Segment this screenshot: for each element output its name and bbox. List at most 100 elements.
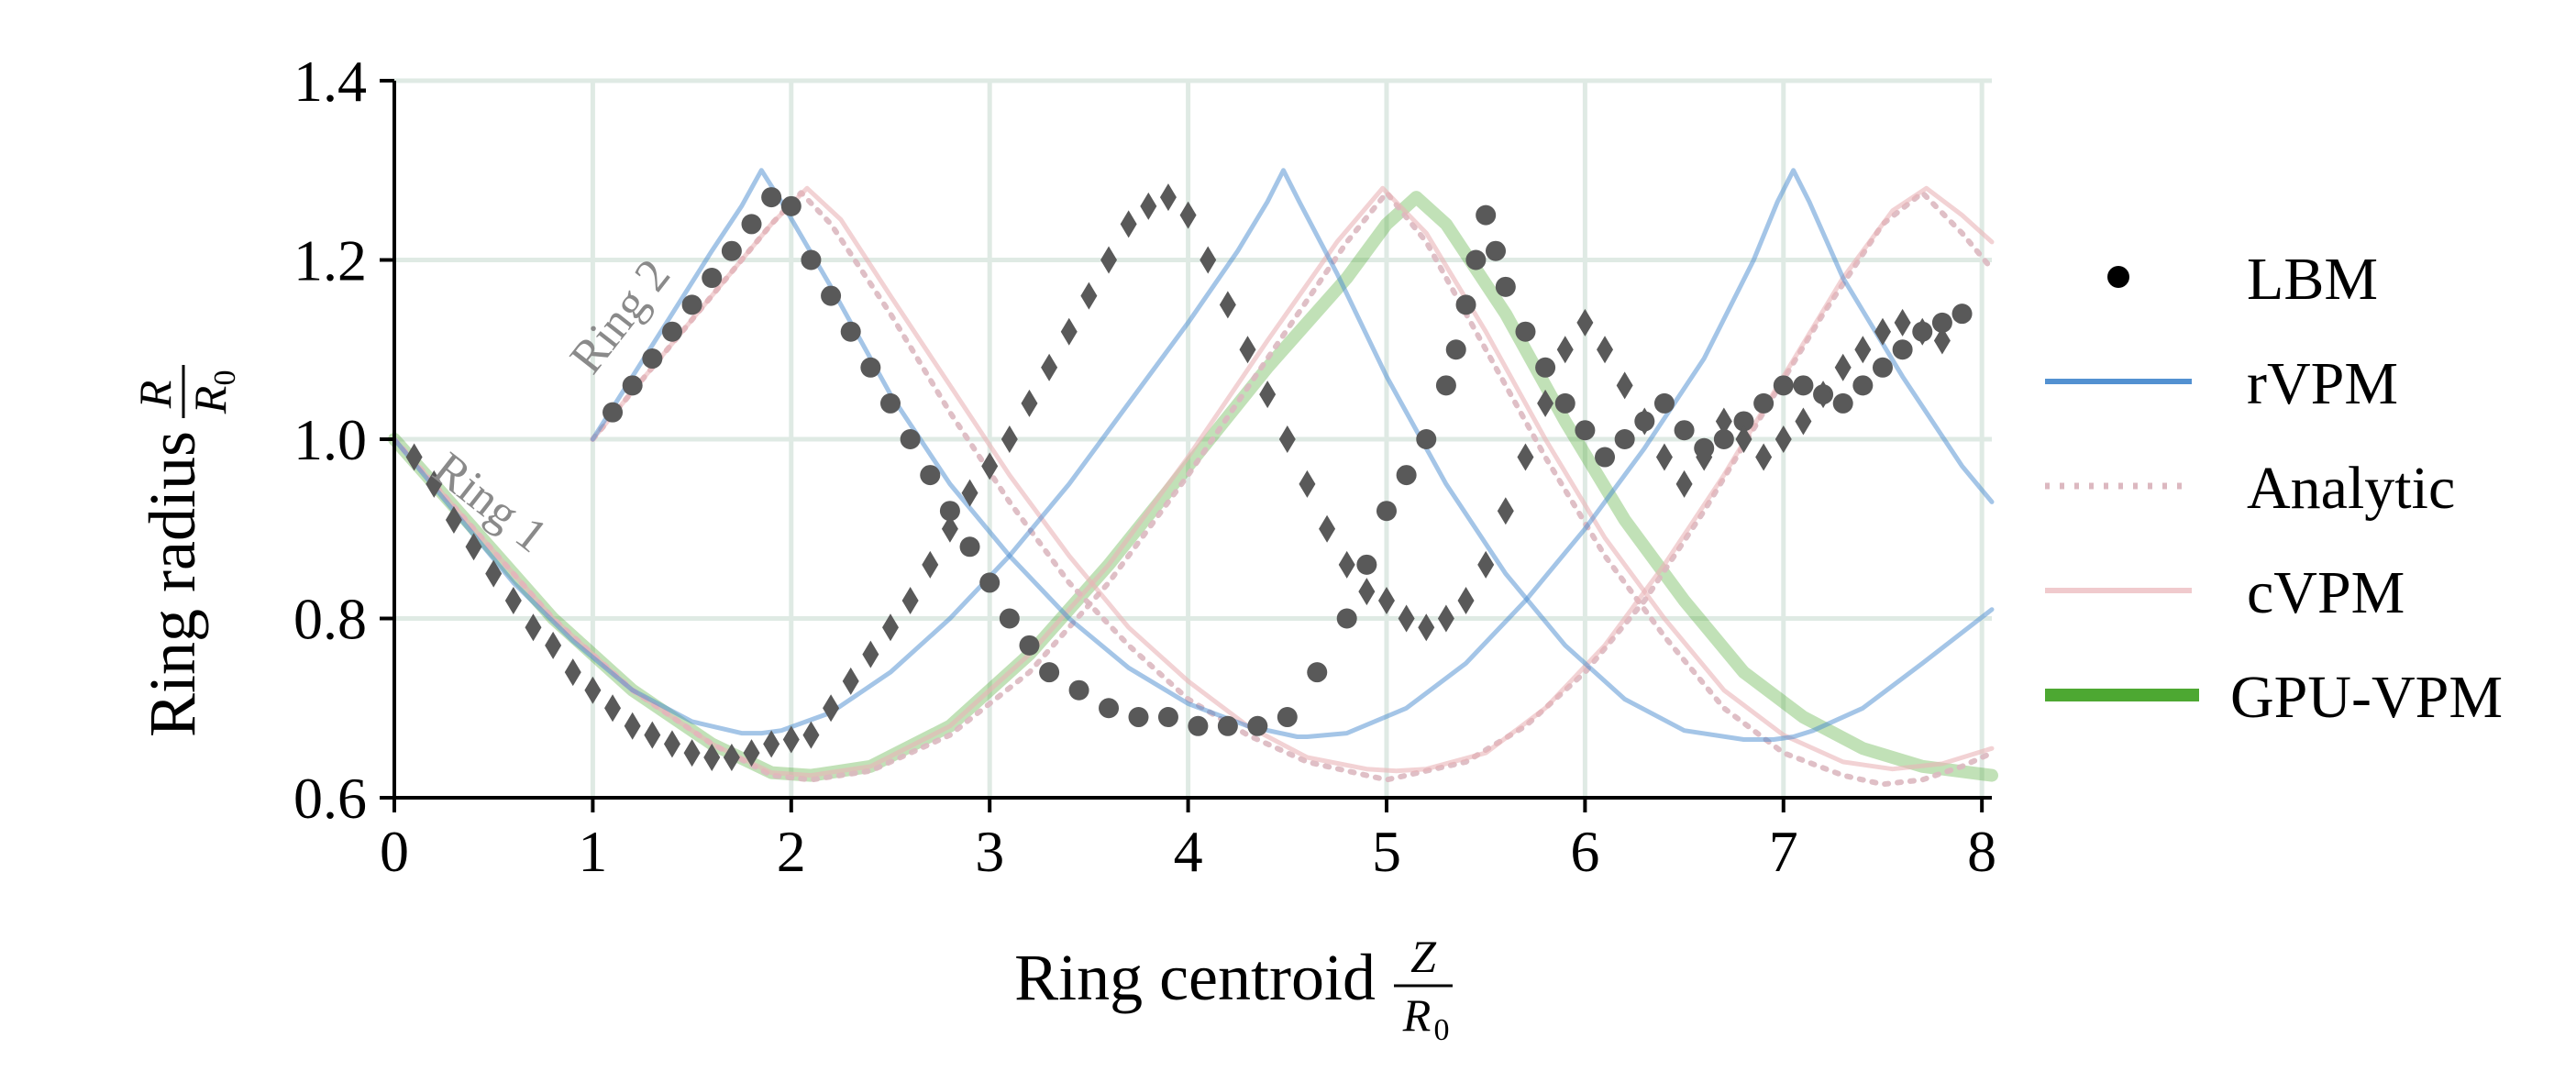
lbm-circle-point bbox=[801, 249, 822, 271]
lbm-diamond-point bbox=[1259, 381, 1277, 409]
tick-labels: 0 1 2 3 4 5 6 7 8 0.6 0.8 1.0 1.2 1.4 bbox=[293, 49, 1996, 884]
lbm-circle-point bbox=[1445, 339, 1466, 360]
lbm-diamond-point bbox=[1457, 586, 1475, 614]
lbm-circle-point bbox=[1595, 447, 1616, 468]
lbm-diamond-point bbox=[723, 744, 740, 772]
lbm-circle-point bbox=[1019, 635, 1040, 656]
lbm-diamond-point bbox=[981, 452, 999, 480]
lbm-diamond-point bbox=[1418, 613, 1435, 642]
lbm-circle-point bbox=[780, 195, 802, 216]
x-axis-label: Ring centroid Z R 0 bbox=[1014, 931, 1453, 1047]
lbm-diamond-point bbox=[644, 721, 661, 749]
lbm-diamond-point bbox=[1358, 578, 1376, 606]
axes bbox=[380, 79, 1992, 812]
lbm-diamond-point bbox=[1100, 246, 1118, 274]
lbm-circle-point bbox=[1356, 554, 1377, 575]
lbm-diamond-point bbox=[545, 631, 562, 659]
lbm-circle-point bbox=[840, 321, 861, 342]
lbm-diamond-point bbox=[782, 725, 800, 754]
lbm-diamond-point bbox=[1576, 308, 1594, 337]
lbm-circle-point bbox=[920, 465, 941, 486]
legend: LBM rVPM Analytic cVPM GPU-VPM bbox=[2045, 246, 2503, 731]
lbm-circle-point bbox=[1188, 715, 1209, 736]
lbm-circle-point bbox=[761, 187, 782, 208]
lbm-circle-point bbox=[1793, 375, 1814, 396]
y-tick-label: 1.4 bbox=[293, 49, 367, 114]
legend-label: Analytic bbox=[2247, 455, 2455, 522]
lbm-circle-point bbox=[681, 294, 702, 315]
series-rvpm-line bbox=[590, 168, 1995, 739]
series-rvpm-line bbox=[392, 168, 1995, 742]
series-cvpm-line bbox=[392, 185, 1995, 778]
lbm-diamond-point bbox=[1140, 192, 1157, 220]
y-tick-label: 1.0 bbox=[293, 407, 367, 472]
lbm-diamond-point bbox=[1616, 371, 1633, 400]
lbm-circle-point bbox=[1575, 420, 1596, 441]
legend-label: cVPM bbox=[2247, 559, 2405, 626]
lbm-diamond-point bbox=[1497, 497, 1514, 525]
legend-item-cvpm: cVPM bbox=[2045, 559, 2405, 626]
lbm-circle-point bbox=[702, 268, 723, 289]
lbm-diamond-point bbox=[1299, 469, 1316, 498]
lbm-diamond-point bbox=[604, 694, 622, 723]
lbm-circle-point bbox=[1376, 501, 1397, 522]
lbm-circle-point bbox=[1396, 465, 1417, 486]
lbm-diamond-point bbox=[1041, 353, 1058, 381]
lbm-circle-point bbox=[1535, 357, 1556, 378]
lbm-circle-point bbox=[1773, 375, 1794, 396]
lbm-diamond-point bbox=[1636, 407, 1653, 436]
lbm-circle-point bbox=[622, 375, 643, 396]
lbm-diamond-point bbox=[1735, 425, 1752, 453]
lbm-circle-point bbox=[1653, 392, 1675, 414]
lbm-diamond-point bbox=[1398, 604, 1415, 633]
lbm-circle-point bbox=[1099, 698, 1120, 719]
x-axis-title: Ring centroid bbox=[1014, 941, 1376, 1014]
lbm-circle-point bbox=[1931, 312, 1952, 333]
lbm-diamond-point bbox=[1556, 336, 1574, 364]
lbm-diamond-point bbox=[504, 586, 522, 614]
x-tick-label: 5 bbox=[1372, 819, 1401, 884]
lbm-circle-point bbox=[1733, 411, 1754, 432]
x-tick-label: 0 bbox=[380, 819, 409, 884]
lbm-diamond-point bbox=[465, 533, 482, 561]
lbm-circle-point bbox=[1614, 429, 1635, 449]
lbm-diamond-point bbox=[1834, 353, 1852, 381]
lbm-diamond-point bbox=[1060, 317, 1078, 346]
x-tick-label: 4 bbox=[1174, 819, 1203, 884]
x-tick-label: 8 bbox=[1967, 819, 1996, 884]
lbm-diamond-point bbox=[881, 613, 899, 642]
lbm-diamond-point bbox=[1894, 308, 1911, 337]
lbm-diamond-point bbox=[1715, 407, 1732, 436]
lbm-diamond-point bbox=[1239, 336, 1256, 364]
lbm-diamond-point bbox=[1914, 317, 1931, 346]
lbm-circle-point bbox=[721, 240, 742, 261]
lbm-diamond-point bbox=[1795, 407, 1812, 436]
x-tick-label: 3 bbox=[975, 819, 1004, 884]
lbm-circle-point bbox=[860, 357, 881, 378]
legend-item-lbm: LBM bbox=[2107, 246, 2378, 313]
x-tick-label: 7 bbox=[1769, 819, 1798, 884]
lbm-diamond-point bbox=[1696, 443, 1713, 471]
lbm-circle-point bbox=[879, 392, 901, 414]
lbm-circle-point bbox=[1872, 357, 1893, 378]
lbm-circle-point bbox=[1455, 294, 1476, 315]
lbm-circle-point bbox=[999, 608, 1020, 629]
lbm-diamond-point bbox=[1854, 336, 1872, 364]
lbm-circle-point bbox=[741, 214, 762, 235]
legend-item-rvpm: rVPM bbox=[2045, 350, 2398, 417]
lbm-diamond-point bbox=[1517, 443, 1534, 471]
lbm-circle-point bbox=[1753, 392, 1774, 414]
y-tick-label: 0.6 bbox=[293, 766, 367, 831]
lbm-circle-point bbox=[1674, 420, 1695, 441]
legend-label: LBM bbox=[2247, 246, 2378, 313]
lbm-diamond-point bbox=[1537, 389, 1554, 417]
lbm-diamond-point bbox=[1080, 282, 1098, 310]
lbm-diamond-point bbox=[802, 721, 820, 749]
lbm-circle-point bbox=[642, 348, 663, 370]
lbm-diamond-point bbox=[1021, 389, 1038, 417]
lbm-diamond-point bbox=[624, 712, 641, 740]
lbm-diamond-point bbox=[663, 730, 680, 758]
y-tick-label: 1.2 bbox=[293, 228, 367, 293]
lbm-diamond-point bbox=[1477, 550, 1495, 579]
